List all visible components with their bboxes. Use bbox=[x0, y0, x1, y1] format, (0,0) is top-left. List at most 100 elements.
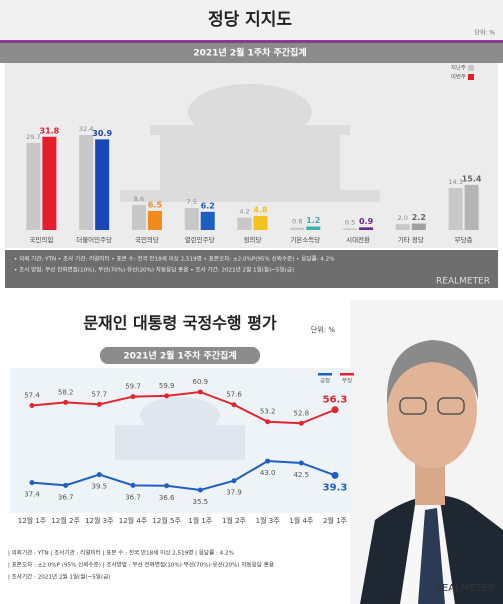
value-label: 42.5 bbox=[294, 471, 310, 479]
value-label: 32.4 bbox=[79, 125, 93, 133]
note-text: • 조사 방법: 무선 전화면접(10%), 무선(70%)·유선(20%) 자… bbox=[14, 266, 294, 274]
portrait bbox=[350, 300, 503, 604]
bar bbox=[42, 136, 57, 230]
value-label: 0.8 bbox=[292, 218, 302, 226]
x-tick-label: 시대전환 bbox=[346, 235, 370, 244]
value-label: 31.8 bbox=[40, 126, 60, 135]
value-label: 1.2 bbox=[306, 216, 320, 225]
point bbox=[164, 483, 170, 489]
x-tick-label: 정의당 bbox=[244, 235, 262, 244]
value-label: 36.7 bbox=[58, 493, 74, 501]
point bbox=[29, 403, 35, 409]
point bbox=[96, 401, 102, 407]
x-tick-label: 12월 3주 bbox=[85, 516, 114, 525]
point bbox=[331, 406, 339, 414]
legend-label: 지난주 bbox=[451, 64, 466, 72]
x-tick-label: 2월 1주 bbox=[323, 516, 348, 525]
unit-label: 단위: % bbox=[474, 29, 495, 37]
notes-box bbox=[5, 250, 498, 288]
value-label: 4.2 bbox=[239, 208, 249, 216]
x-tick-label: 12월 2주 bbox=[51, 516, 80, 525]
note-text: | 조사기간 : 2021년 2월 1일(월)~5일(금) bbox=[8, 573, 110, 581]
chart-subtitle: 2021년 2월 1주차 주간집계 bbox=[193, 47, 306, 59]
point bbox=[298, 420, 304, 426]
value-label: 36.6 bbox=[159, 494, 175, 502]
value-label: 6.2 bbox=[201, 201, 215, 210]
point bbox=[298, 460, 304, 466]
bar bbox=[290, 227, 305, 230]
point bbox=[331, 471, 339, 479]
x-tick-label: 1월 4주 bbox=[289, 516, 314, 525]
accent-line bbox=[0, 40, 503, 43]
x-tick-label: 무당층 bbox=[455, 235, 473, 244]
value-label: 36.7 bbox=[125, 493, 141, 501]
bar bbox=[464, 184, 479, 230]
value-label: 4.8 bbox=[253, 205, 268, 214]
bar bbox=[448, 188, 463, 230]
point bbox=[164, 393, 170, 399]
note-text: | 표본오차 : ±2.0%P (95% 신뢰수준) | 조사방법 : 무선 전… bbox=[8, 561, 274, 569]
value-label: 59.7 bbox=[125, 383, 141, 391]
bar bbox=[359, 227, 374, 230]
legend-label: 긍정 bbox=[320, 378, 330, 385]
point bbox=[63, 482, 69, 488]
legend-swatch bbox=[318, 373, 332, 376]
note-text: • 의뢰 기관: YTN • 조사 기관: 리얼미터 • 표본 수: 전국 만1… bbox=[14, 255, 335, 263]
value-label: 58.2 bbox=[58, 388, 74, 396]
bar bbox=[306, 226, 321, 230]
bar bbox=[131, 204, 146, 230]
legend-swatch bbox=[468, 65, 474, 71]
x-tick-label: 국민의당 bbox=[135, 235, 159, 244]
value-label: 2.0 bbox=[398, 214, 408, 222]
value-label: 15.4 bbox=[462, 174, 482, 183]
chart-title: 문재인 대통령 국정수행 평가 bbox=[83, 314, 277, 333]
value-label: 59.9 bbox=[159, 382, 175, 390]
legend-label: 부정 bbox=[342, 378, 352, 385]
unit-label: 단위: % bbox=[311, 325, 335, 334]
bar bbox=[26, 142, 41, 230]
value-label: 60.9 bbox=[193, 378, 209, 386]
value-label: 57.4 bbox=[24, 392, 40, 400]
bar bbox=[395, 224, 410, 230]
value-label: 29.7 bbox=[26, 133, 40, 141]
chart-subtitle: 2021년 2월 1주차 주간집계 bbox=[123, 350, 236, 362]
x-tick-label: 더불어민주당 bbox=[76, 235, 112, 244]
bar bbox=[237, 217, 252, 230]
value-label: 14.3 bbox=[448, 178, 462, 186]
legend-swatch bbox=[340, 373, 354, 376]
bar bbox=[343, 228, 358, 230]
point bbox=[130, 482, 136, 488]
x-tick-label: 12월 5주 bbox=[152, 516, 181, 525]
chart-title: 정당 지지도 bbox=[208, 10, 292, 30]
value-label: 37.9 bbox=[226, 489, 242, 497]
value-label: 57.7 bbox=[92, 390, 108, 398]
point bbox=[197, 487, 203, 493]
point bbox=[130, 394, 136, 400]
value-label: 39.3 bbox=[323, 482, 348, 493]
x-tick-label: 국민의힘 bbox=[29, 235, 53, 244]
bar bbox=[95, 139, 110, 230]
bar bbox=[411, 223, 426, 230]
value-label: 37.4 bbox=[24, 491, 40, 499]
point bbox=[265, 419, 271, 425]
x-tick-label: 열린민주당 bbox=[185, 235, 215, 244]
notes-box bbox=[5, 536, 415, 600]
bar bbox=[147, 210, 162, 230]
value-label: 57.6 bbox=[226, 391, 242, 399]
value-label: 0.9 bbox=[359, 217, 374, 226]
value-label: 56.3 bbox=[323, 395, 348, 406]
subtitle-band bbox=[100, 347, 260, 364]
x-tick-label: 기타 정당 bbox=[398, 235, 424, 244]
point bbox=[63, 399, 69, 405]
value-label: 2.2 bbox=[412, 213, 426, 222]
x-tick-label: 12월 1주 bbox=[18, 516, 47, 525]
point bbox=[265, 458, 271, 464]
source-brand: REALMETER bbox=[435, 583, 495, 594]
building-illustration bbox=[115, 397, 245, 460]
x-tick-label: 기본소득당 bbox=[290, 235, 320, 244]
value-label: 52.8 bbox=[294, 409, 310, 417]
series-line bbox=[31, 390, 336, 425]
bar bbox=[253, 215, 268, 230]
value-label: 53.2 bbox=[260, 408, 276, 416]
point bbox=[197, 389, 203, 395]
